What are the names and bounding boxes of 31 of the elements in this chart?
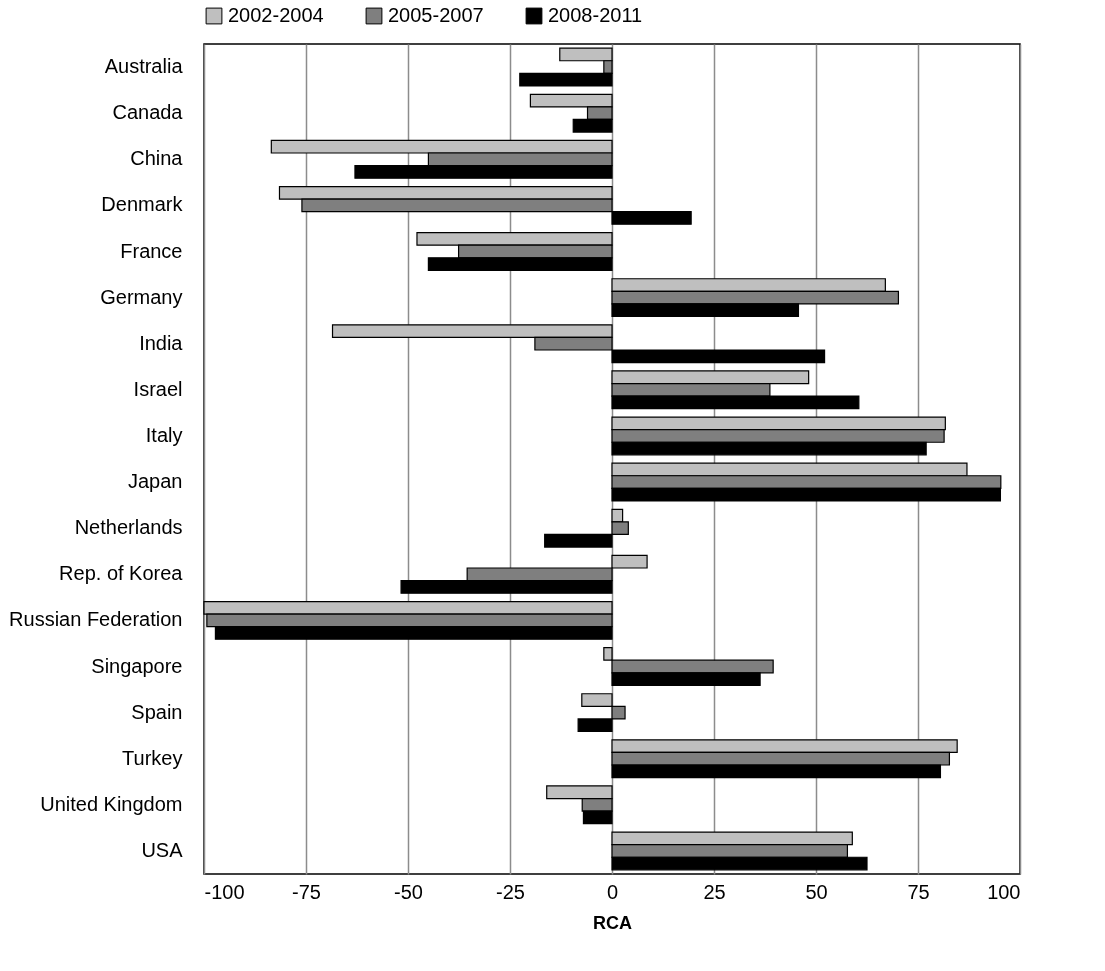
y-tick-label: Spain: [131, 700, 183, 723]
y-tick-label: Turkey: [122, 746, 183, 769]
legend-label: 2008-2011: [548, 4, 643, 26]
y-tick-label: France: [120, 239, 183, 262]
y-tick-label: Rep. of Korea: [59, 562, 184, 585]
y-tick-label: Denmark: [101, 193, 184, 216]
y-tick-label: United Kingdom: [40, 792, 183, 815]
x-tick-label: 50: [805, 880, 828, 903]
y-tick-label: Israel: [133, 377, 183, 400]
y-tick-label: Australia: [104, 55, 184, 78]
x-tick-label: -100: [204, 880, 245, 903]
x-tick-label: 0: [606, 880, 619, 903]
y-tick-label: China: [130, 147, 184, 170]
x-tick-label: -25: [496, 880, 525, 903]
x-tick-label: 100: [987, 880, 1021, 903]
y-tick-label: India: [139, 331, 184, 354]
y-tick-label: Singapore: [91, 654, 183, 677]
legend-label: 2005-2007: [388, 4, 484, 26]
x-axis-title: RCA: [593, 912, 632, 933]
x-tick-label: 25: [703, 880, 726, 903]
y-tick-label: Japan: [128, 470, 183, 493]
x-tick-label: 75: [907, 880, 930, 903]
y-tick-label: USA: [141, 838, 184, 861]
legend-label: 2002-2004: [228, 4, 324, 26]
x-tick-label: -75: [292, 880, 321, 903]
x-tick-label: -50: [394, 880, 423, 903]
y-tick-label: Germany: [100, 285, 183, 308]
y-tick-label: Canada: [112, 101, 184, 124]
y-tick-label: Netherlands: [74, 516, 183, 539]
y-tick-label: Russian Federation: [9, 608, 183, 631]
y-tick-label: Italy: [145, 423, 183, 446]
